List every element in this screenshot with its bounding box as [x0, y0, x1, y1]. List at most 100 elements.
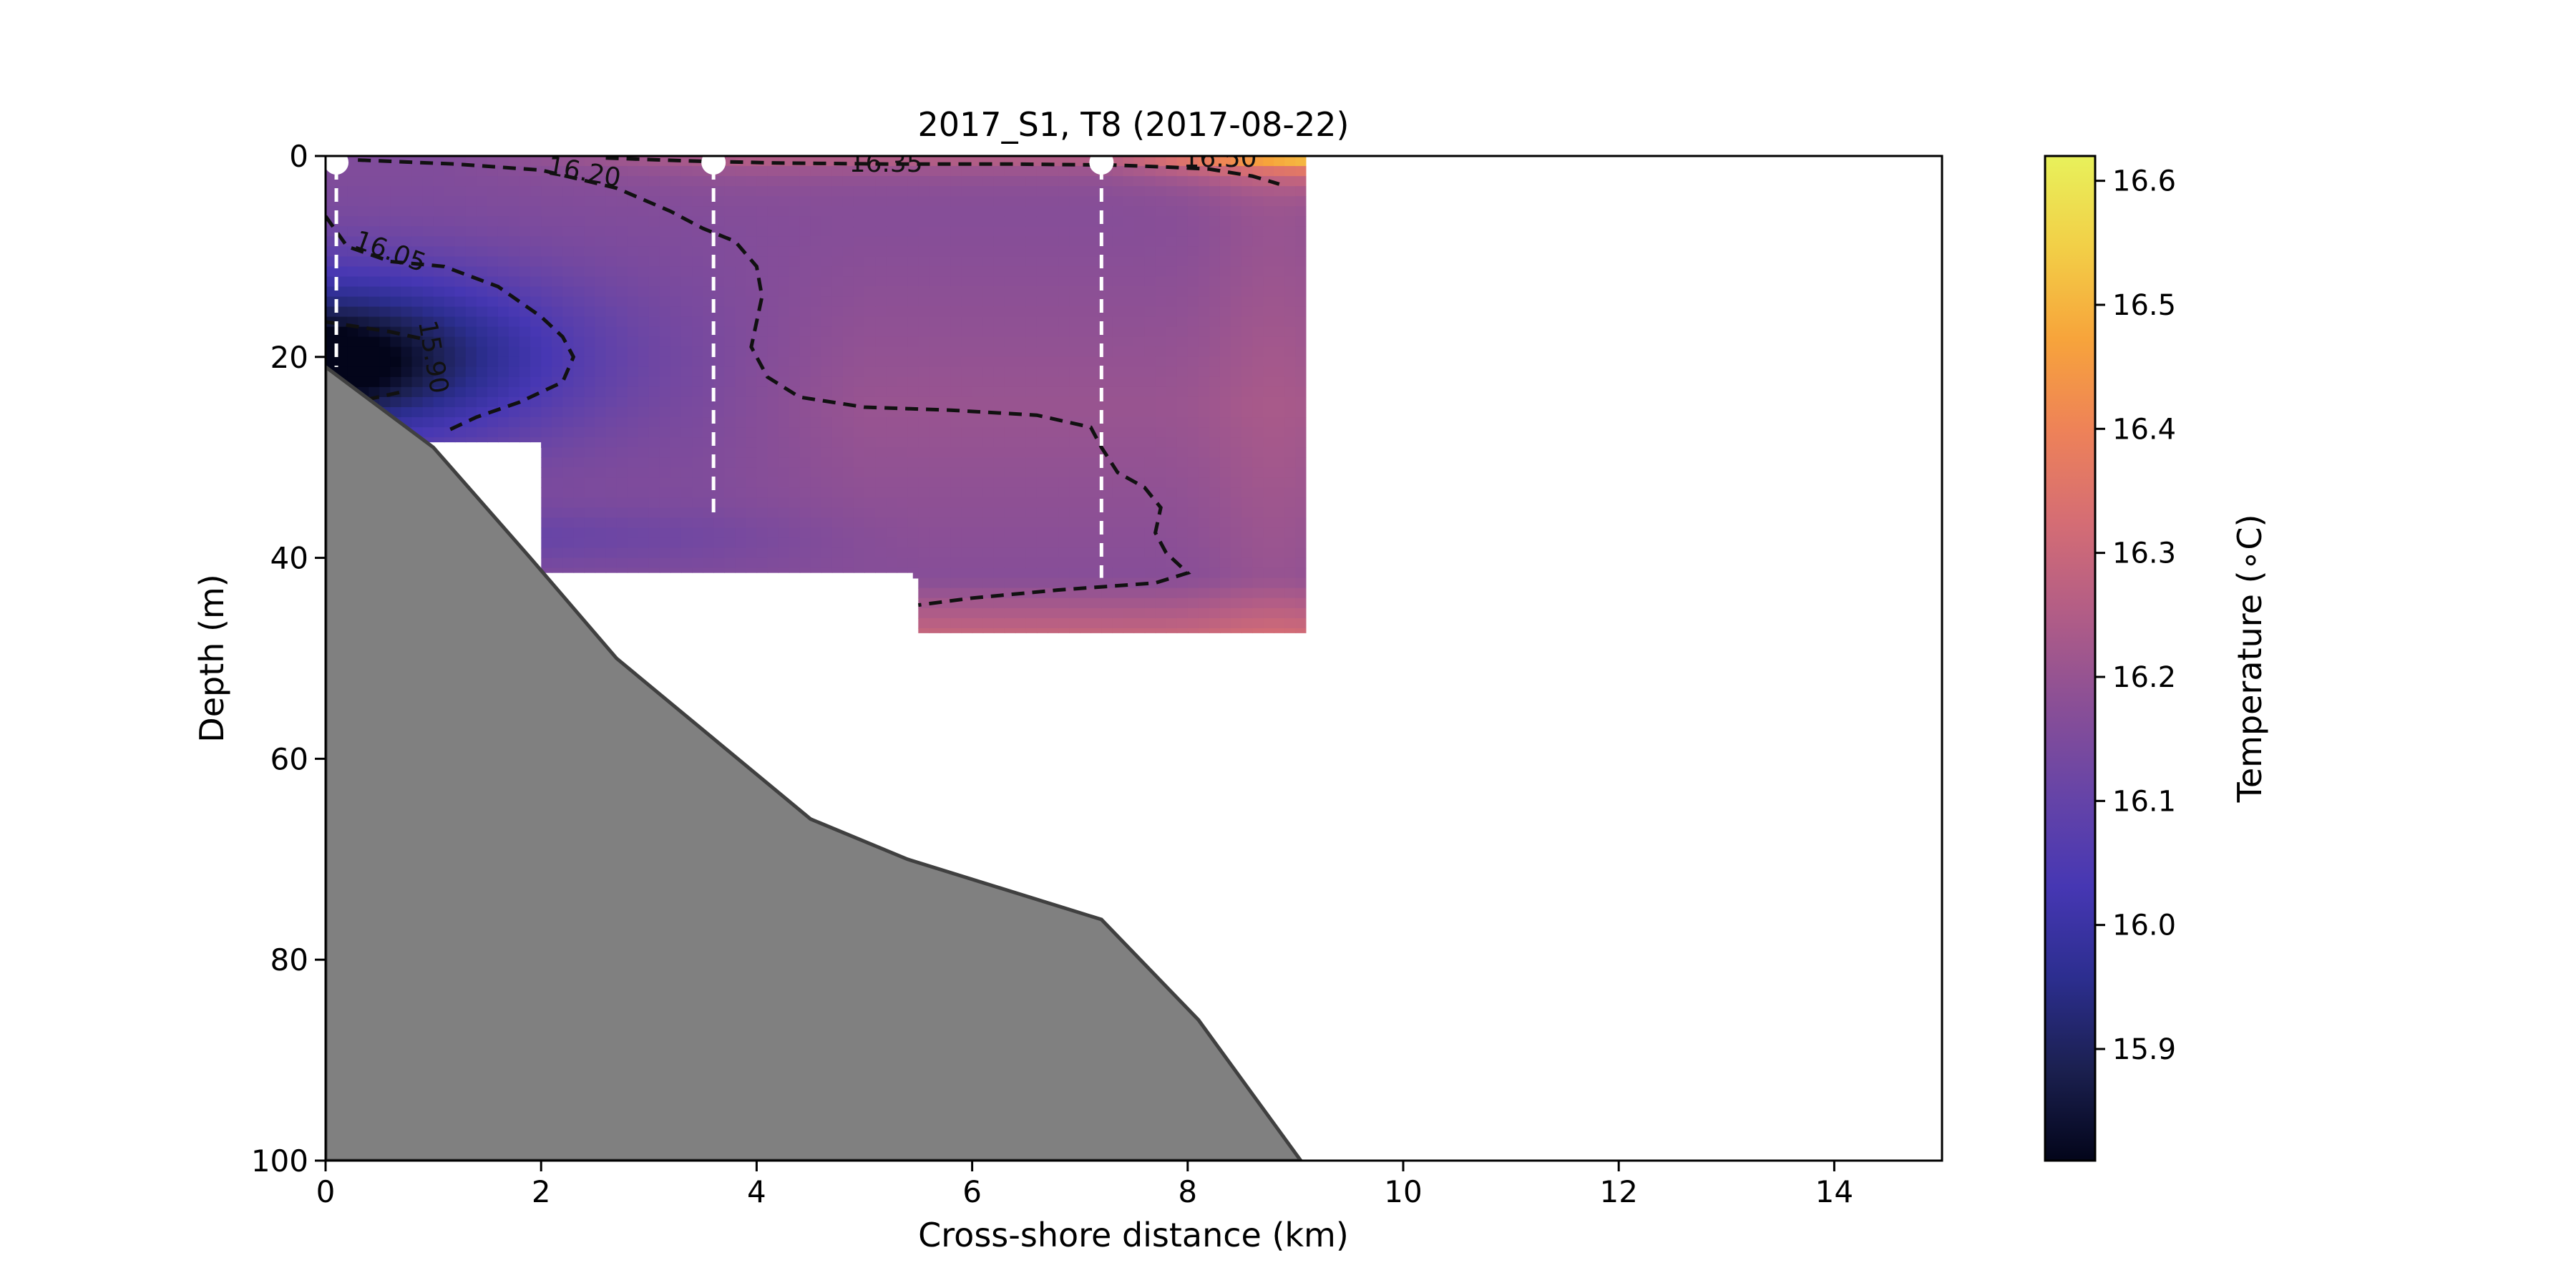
heatmap-cell [799, 497, 811, 509]
heatmap-cell [950, 246, 962, 258]
heatmap-cell [1176, 618, 1189, 629]
heatmap-cell [1091, 537, 1103, 549]
heatmap-cell [1187, 256, 1199, 268]
heatmap-cell [627, 206, 639, 218]
heatmap-cell [692, 276, 703, 288]
heatmap-cell [1069, 587, 1080, 599]
heatmap-cell [659, 306, 671, 318]
heatmap-cell [972, 216, 984, 228]
heatmap-cell [961, 366, 973, 378]
heatmap-cell [1144, 226, 1156, 238]
heatmap-cell [541, 246, 553, 258]
heatmap-cell [627, 557, 639, 569]
heatmap-cell [972, 166, 984, 177]
heatmap-cell [616, 236, 628, 248]
heatmap-cell [680, 386, 693, 398]
heatmap-cell [1295, 577, 1307, 589]
heatmap-cell [821, 427, 833, 438]
heatmap-cell [1036, 286, 1048, 298]
heatmap-cell [562, 156, 575, 167]
heatmap-cell [1069, 608, 1080, 619]
heatmap-cell [1015, 376, 1027, 388]
heatmap-cell [648, 537, 660, 549]
heatmap-cell [476, 156, 488, 167]
heatmap-cell [1209, 537, 1221, 549]
heatmap-cell [1231, 276, 1242, 288]
heatmap-cell [713, 356, 726, 368]
heatmap-cell [1219, 487, 1231, 499]
heatmap-cell [422, 296, 434, 308]
heatmap-cell [1048, 256, 1059, 268]
heatmap-cell [509, 316, 520, 328]
heatmap-cell [1004, 527, 1016, 539]
heatmap-cell [864, 457, 876, 469]
heatmap-cell [326, 286, 337, 298]
heatmap-cell [1036, 547, 1048, 559]
heatmap-cell [961, 507, 973, 519]
heatmap-cell [1252, 266, 1264, 278]
heatmap-cell [1133, 618, 1146, 629]
heatmap-cell [1069, 226, 1080, 238]
heatmap-cell [1144, 216, 1156, 228]
heatmap-cell [1133, 376, 1146, 388]
heatmap-cell [648, 256, 660, 268]
heatmap-cell [1091, 467, 1103, 479]
heatmap-cell [1015, 306, 1027, 318]
heatmap-cell [810, 437, 822, 448]
heatmap-cell [993, 166, 1005, 177]
heatmap-cell [358, 256, 370, 268]
heatmap-cell [1036, 497, 1048, 509]
heatmap-cell [411, 206, 424, 218]
heatmap-cell [487, 236, 499, 248]
heatmap-cell [735, 427, 747, 438]
heatmap-cell [487, 396, 499, 408]
heatmap-cell [648, 356, 660, 368]
heatmap-cell [552, 447, 564, 458]
heatmap-cell [810, 286, 822, 298]
heatmap-cell [638, 306, 650, 318]
heatmap-cell [746, 407, 758, 418]
heatmap-cell [950, 256, 962, 268]
heatmap-cell [1209, 296, 1221, 308]
heatmap-cell [1015, 366, 1027, 378]
heatmap-cell [907, 437, 919, 448]
heatmap-cell [875, 306, 887, 318]
heatmap-cell [476, 186, 488, 197]
heatmap-cell [789, 246, 801, 258]
heatmap-cell [1166, 346, 1178, 358]
heatmap-cell [1219, 256, 1231, 268]
heatmap-cell [562, 246, 575, 258]
heatmap-cell [692, 487, 703, 499]
heatmap-cell [918, 376, 930, 388]
heatmap-cell [724, 437, 736, 448]
heatmap-cell [605, 427, 618, 438]
heatmap-cell [692, 316, 703, 328]
heatmap-cell [552, 557, 564, 569]
heatmap-cell [1219, 608, 1231, 619]
heatmap-cell [390, 276, 402, 288]
heatmap-cell [756, 346, 769, 358]
heatmap-cell [1176, 246, 1189, 258]
heatmap-cell [993, 376, 1005, 388]
heatmap-cell [864, 276, 876, 288]
heatmap-cell [703, 196, 714, 207]
heatmap-cell [993, 567, 1005, 579]
heatmap-cell [659, 376, 671, 388]
heatmap-cell [1263, 547, 1275, 559]
heatmap-cell [1058, 256, 1070, 268]
heatmap-cell [422, 276, 434, 288]
heatmap-cell [735, 547, 747, 559]
heatmap-cell [950, 186, 962, 197]
heatmap-cell [476, 396, 488, 408]
heatmap-cell [1036, 336, 1048, 348]
heatmap-cell [1101, 467, 1113, 479]
heatmap-cell [648, 457, 660, 469]
heatmap-cell [810, 346, 822, 358]
heatmap-cell [1015, 256, 1027, 268]
heatmap-cell [735, 507, 747, 519]
heatmap-cell [1198, 467, 1210, 479]
heatmap-cell [1263, 527, 1275, 539]
heatmap-cell [799, 567, 811, 579]
heatmap-cell [831, 557, 844, 569]
heatmap-cell [961, 537, 973, 549]
